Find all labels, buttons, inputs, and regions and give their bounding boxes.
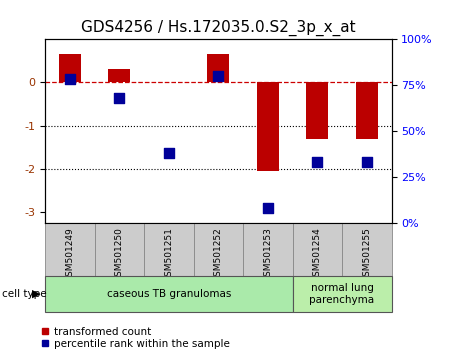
Point (66, 76, 73, 82)
Bar (342, 223, 392, 276)
Bar (45, 276, 292, 312)
Bar (292, 223, 342, 276)
Text: GSM501250: GSM501250 (115, 227, 124, 282)
Title: GDS4256 / Hs.172035.0.S2_3p_x_at: GDS4256 / Hs.172035.0.S2_3p_x_at (81, 20, 356, 36)
Text: GSM501255: GSM501255 (362, 227, 371, 282)
Bar (94, 223, 144, 276)
Point (116, 95, 123, 101)
Text: normal lung
parenchyma: normal lung parenchyma (310, 283, 374, 305)
Text: caseous TB granulomas: caseous TB granulomas (107, 289, 231, 299)
Text: cell type: cell type (2, 289, 47, 299)
Text: GSM501251: GSM501251 (164, 227, 173, 282)
Bar (144, 223, 194, 276)
Bar (108, 69, 130, 82)
Bar (292, 276, 392, 312)
Bar (256, 82, 279, 171)
Point (264, 205, 271, 211)
Text: GSM501249: GSM501249 (65, 227, 74, 282)
Text: ▶: ▶ (32, 289, 41, 299)
Text: GSM501253: GSM501253 (263, 227, 272, 282)
Bar (356, 82, 378, 138)
Bar (306, 82, 328, 138)
Text: GSM501252: GSM501252 (214, 227, 223, 282)
Point (363, 159, 370, 165)
Bar (207, 54, 230, 82)
Bar (45, 223, 94, 276)
Bar (58, 54, 81, 82)
Point (165, 150, 172, 156)
Point (314, 159, 321, 165)
Point (215, 73, 222, 79)
Bar (243, 223, 292, 276)
Text: GSM501254: GSM501254 (313, 227, 322, 282)
Bar (194, 223, 243, 276)
Legend: transformed count, percentile rank within the sample: transformed count, percentile rank withi… (41, 327, 230, 349)
